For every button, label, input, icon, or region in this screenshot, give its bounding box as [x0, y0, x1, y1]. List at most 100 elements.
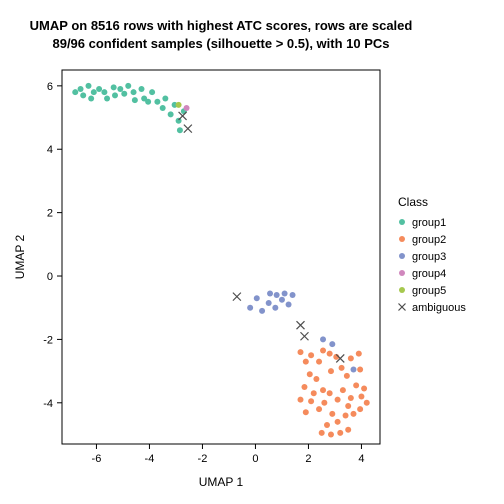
data-point [351, 411, 357, 417]
legend-swatch-dot [399, 253, 405, 259]
data-point [91, 89, 97, 95]
data-point [320, 387, 326, 393]
data-point [339, 365, 345, 371]
legend-swatch-dot [399, 219, 405, 225]
data-point [328, 368, 334, 374]
legend-title: Class [398, 195, 428, 209]
legend-item-label: group3 [412, 251, 446, 263]
chart-title-line2: 89/96 confident samples (silhouette > 0.… [52, 36, 389, 51]
y-tick-label: 0 [47, 271, 53, 283]
y-axis-label: UMAP 2 [13, 234, 27, 279]
data-point [319, 430, 325, 436]
data-point [247, 305, 253, 311]
data-point [125, 83, 131, 89]
data-point [139, 86, 145, 92]
data-point [308, 398, 314, 404]
data-point [348, 395, 354, 401]
data-point [328, 431, 334, 437]
data-point [337, 430, 343, 436]
data-point [345, 427, 351, 433]
legend-item-label: group5 [412, 285, 446, 297]
data-point [321, 400, 327, 406]
data-point [303, 409, 309, 415]
data-point [96, 86, 102, 92]
y-tick-label: -2 [43, 334, 53, 346]
data-point [78, 86, 84, 92]
y-tick-label: 6 [47, 81, 53, 93]
data-point [320, 348, 326, 354]
chart-title-line1: UMAP on 8516 rows with highest ATC score… [30, 18, 413, 33]
data-point [316, 406, 322, 412]
x-tick-label: 2 [305, 453, 311, 465]
data-point [351, 367, 357, 373]
data-point [301, 384, 307, 390]
data-point [313, 376, 319, 382]
legend-item-label: group2 [412, 234, 446, 246]
data-point [316, 359, 322, 365]
data-point [145, 99, 151, 105]
data-point [274, 292, 280, 298]
data-point [348, 355, 354, 361]
data-point [298, 397, 304, 403]
data-point [177, 127, 183, 133]
chart-root: -6-4-2024-4-20246UMAP 1UMAP 2UMAP on 851… [0, 0, 504, 504]
data-point [320, 336, 326, 342]
legend-swatch-dot [399, 287, 405, 293]
data-point [259, 308, 265, 314]
y-tick-label: 2 [47, 208, 53, 220]
data-point [254, 295, 260, 301]
data-point [112, 92, 118, 98]
data-point [335, 397, 341, 403]
legend-swatch-dot [399, 270, 405, 276]
data-point [329, 411, 335, 417]
plot-area [62, 70, 380, 444]
legend-item-label: ambiguous [412, 302, 466, 314]
data-point [104, 96, 110, 102]
x-tick-label: 0 [252, 453, 258, 465]
data-point [343, 412, 349, 418]
data-point [117, 86, 123, 92]
data-point [132, 97, 138, 103]
legend-swatch-dot [399, 236, 405, 242]
legend-item-label: group4 [412, 268, 446, 280]
data-point [80, 92, 86, 98]
x-tick-label: 4 [358, 453, 364, 465]
data-point [357, 367, 363, 373]
chart-svg: -6-4-2024-4-20246UMAP 1UMAP 2UMAP on 851… [0, 0, 504, 504]
data-point [335, 419, 341, 425]
data-point [272, 305, 278, 311]
data-point [282, 290, 288, 296]
data-point [168, 111, 174, 117]
data-point [176, 102, 182, 108]
data-point [358, 393, 364, 399]
data-point [86, 83, 92, 89]
y-tick-label: 4 [47, 144, 53, 156]
data-point [149, 89, 155, 95]
data-point [290, 292, 296, 298]
data-point [356, 351, 362, 357]
data-point [340, 387, 346, 393]
data-point [311, 390, 317, 396]
data-point [345, 403, 351, 409]
data-point [111, 84, 117, 90]
data-point [267, 290, 273, 296]
data-point [361, 386, 367, 392]
y-tick-label: -4 [43, 398, 53, 410]
data-point [308, 352, 314, 358]
data-point [160, 105, 166, 111]
data-point [162, 96, 168, 102]
data-point [364, 400, 370, 406]
data-point [303, 359, 309, 365]
data-point [307, 371, 313, 377]
data-point [324, 422, 330, 428]
data-point [72, 89, 78, 95]
data-point [357, 406, 363, 412]
data-point [154, 99, 160, 105]
legend-item-label: group1 [412, 217, 446, 229]
x-tick-label: -6 [92, 453, 102, 465]
data-point [298, 349, 304, 355]
data-point [279, 297, 285, 303]
data-point [184, 105, 190, 111]
data-point [327, 390, 333, 396]
data-point [327, 351, 333, 357]
